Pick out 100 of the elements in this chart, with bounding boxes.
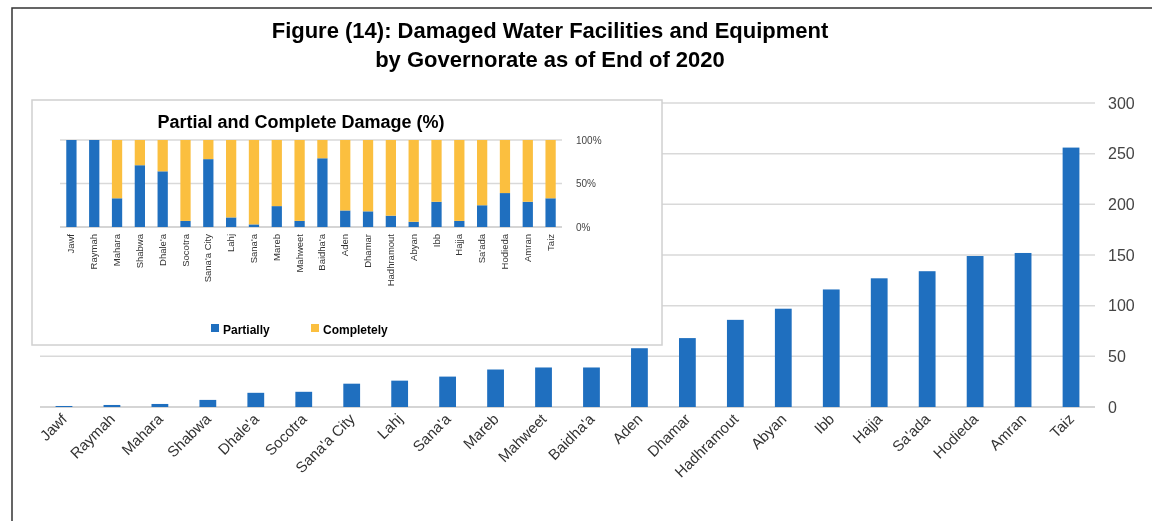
bar — [1014, 252, 1032, 407]
bar — [226, 140, 237, 218]
bar — [157, 171, 168, 227]
bar — [151, 403, 169, 407]
x-tick-label: Mahweet — [293, 233, 305, 273]
y-tick-label: 200 — [1108, 195, 1135, 213]
y-tick-label: 300 — [1108, 94, 1135, 112]
x-tick-label: Ibb — [810, 410, 838, 437]
x-tick-label: Raymah — [88, 234, 100, 270]
x-tick-label: Shabwa — [133, 233, 145, 269]
bar — [157, 140, 168, 172]
bar — [631, 348, 648, 407]
bar — [226, 217, 237, 227]
bar — [522, 201, 533, 227]
bar — [822, 289, 840, 407]
bar — [362, 211, 374, 227]
bar — [180, 140, 191, 221]
x-tick-label: Baidha'a — [316, 233, 328, 271]
x-tick-label: Lahj — [225, 234, 237, 252]
x-tick-label: Jawf — [65, 233, 77, 254]
bar — [111, 140, 123, 199]
bar — [535, 367, 552, 407]
x-tick-label: Dhale'a — [156, 233, 168, 266]
bar — [499, 140, 511, 194]
x-tick-label: Ibb — [430, 234, 442, 248]
y-tick-label: 0% — [576, 221, 591, 233]
y-tick-label: 250 — [1108, 145, 1135, 163]
x-tick-label: Dhamar — [362, 234, 374, 268]
bar — [340, 140, 351, 211]
x-tick-label: Hajja — [453, 233, 465, 256]
bar — [66, 140, 77, 227]
bar — [134, 165, 145, 227]
x-tick-label: Taiz — [1046, 410, 1078, 441]
bar — [248, 140, 260, 225]
bar — [362, 140, 374, 212]
bar — [545, 140, 556, 199]
bar — [134, 140, 145, 166]
bar — [408, 221, 419, 227]
bar — [180, 220, 191, 227]
x-tick-label: Sana'a — [247, 233, 259, 264]
bar — [726, 319, 744, 407]
x-tick-label: Sa'ada — [476, 233, 488, 264]
chart-title: Partial and Complete Damage (%) — [157, 112, 445, 132]
bar — [439, 376, 457, 407]
bar — [247, 392, 265, 407]
bar — [918, 271, 936, 407]
bar — [499, 193, 511, 227]
bar — [1062, 147, 1080, 407]
legend-label: Completely — [323, 322, 389, 337]
x-tick-label: Aden — [339, 234, 351, 257]
y-tick-label: 50% — [576, 178, 597, 189]
y-tick-label: 100% — [576, 134, 602, 146]
bar — [678, 338, 696, 407]
bar — [583, 367, 600, 407]
bar — [431, 140, 442, 202]
x-tick-label: Hodieda — [498, 233, 510, 270]
bar — [248, 224, 260, 227]
bar — [454, 220, 465, 227]
bar — [385, 140, 396, 216]
bar — [203, 159, 214, 227]
bar — [340, 210, 351, 227]
bar — [271, 206, 282, 227]
x-tick-label: Socotra — [179, 233, 191, 267]
x-tick-label: Mahara — [111, 233, 123, 267]
bar — [391, 380, 409, 407]
bar — [522, 140, 533, 202]
bar — [870, 278, 888, 407]
bar — [385, 215, 396, 227]
bar — [487, 369, 504, 407]
x-tick-label: Hadhramout — [384, 233, 396, 287]
bar — [271, 140, 282, 207]
bar — [408, 140, 419, 222]
x-tick-label: Amran — [521, 234, 533, 262]
bar — [294, 140, 305, 221]
bar — [295, 391, 313, 407]
bar — [477, 205, 488, 227]
bar — [294, 220, 305, 227]
bar — [545, 198, 556, 227]
y-tick-label: 150 — [1108, 246, 1135, 264]
chart-title: Figure (14): Damaged Water Facilities and Equipment by Governorate as of End of 2020 — [271, 18, 829, 72]
bar — [343, 383, 361, 407]
y-tick-label: 0 — [1108, 398, 1117, 416]
legend-label: Partially — [223, 322, 271, 337]
x-tick-label: Taiz — [544, 233, 556, 251]
bar — [103, 404, 121, 407]
bar — [111, 198, 123, 227]
bar — [317, 140, 328, 159]
y-tick-label: 100 — [1108, 297, 1135, 315]
bar — [317, 158, 328, 227]
bar — [774, 308, 792, 407]
bar — [477, 140, 488, 206]
bar — [203, 140, 214, 160]
x-tick-label: Abyan — [407, 234, 419, 261]
bar — [199, 399, 217, 407]
y-tick-label: 50 — [1108, 347, 1126, 365]
bar — [966, 256, 984, 407]
x-tick-label: Mareb — [270, 234, 282, 261]
bar — [431, 201, 442, 227]
bar — [454, 140, 465, 221]
x-tick-label: Sana'a City — [202, 233, 214, 283]
